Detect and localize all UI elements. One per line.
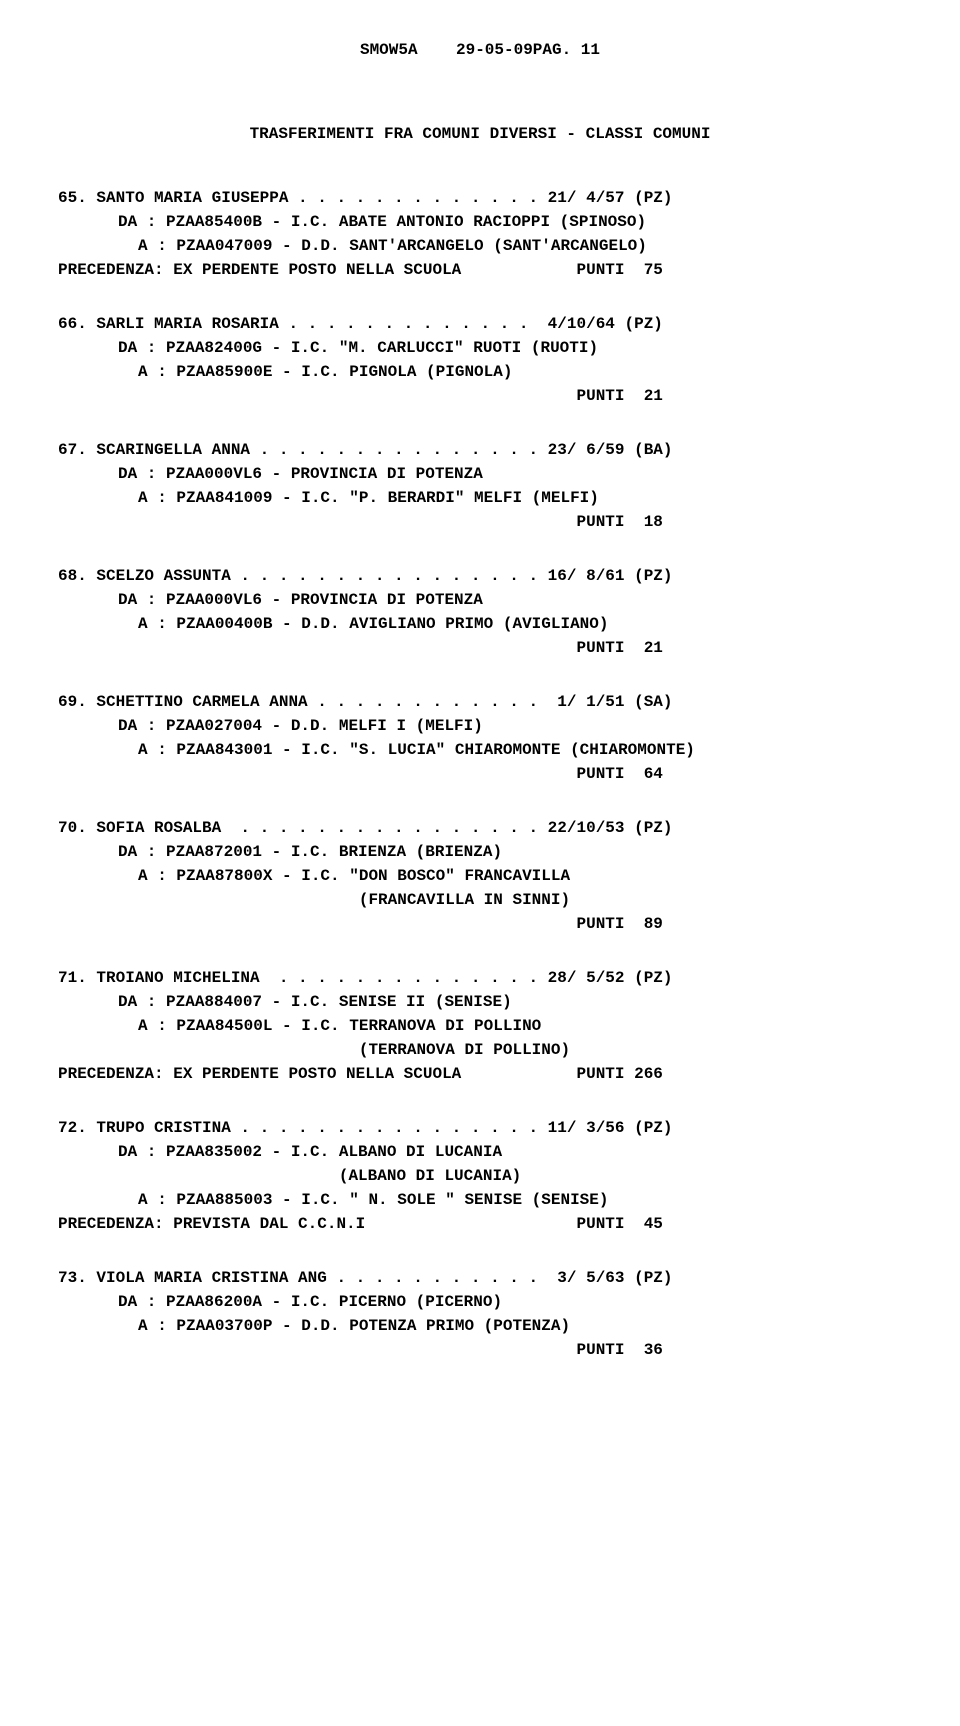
- entry-note-line: PUNTI 21: [58, 384, 902, 408]
- header-date-page: 29-05-09PAG. 11: [456, 41, 600, 59]
- entry-note-line: PUNTI 64: [58, 762, 902, 786]
- transfer-entry: 73. VIOLA MARIA CRISTINA ANG . . . . . .…: [58, 1266, 902, 1362]
- transfer-entry: 72. TRUPO CRISTINA . . . . . . . . . . .…: [58, 1116, 902, 1236]
- entry-note-line: PRECEDENZA: EX PERDENTE POSTO NELLA SCUO…: [58, 1062, 902, 1086]
- entry-a-line: A : PZAA00400B - D.D. AVIGLIANO PRIMO (A…: [58, 612, 902, 636]
- entry-header-line: 70. SOFIA ROSALBA . . . . . . . . . . . …: [58, 816, 902, 840]
- transfer-entry: 71. TROIANO MICHELINA . . . . . . . . . …: [58, 966, 902, 1086]
- entry-da-line: DA : PZAA85400B - I.C. ABATE ANTONIO RAC…: [58, 210, 902, 234]
- entry-header-line: 65. SANTO MARIA GIUSEPPA . . . . . . . .…: [58, 186, 902, 210]
- entry-extra-line: (FRANCAVILLA IN SINNI): [58, 888, 902, 912]
- transfer-entry: 70. SOFIA ROSALBA . . . . . . . . . . . …: [58, 816, 902, 936]
- entry-a-line: A : PZAA85900E - I.C. PIGNOLA (PIGNOLA): [58, 360, 902, 384]
- entry-note-line: PUNTI 36: [58, 1338, 902, 1362]
- entry-header-line: 71. TROIANO MICHELINA . . . . . . . . . …: [58, 966, 902, 990]
- transfer-entry: 68. SCELZO ASSUNTA . . . . . . . . . . .…: [58, 564, 902, 660]
- entry-note-line: PUNTI 21: [58, 636, 902, 660]
- header-code: SMOW5A: [360, 41, 418, 59]
- entry-header-line: 68. SCELZO ASSUNTA . . . . . . . . . . .…: [58, 564, 902, 588]
- header-title: TRASFERIMENTI FRA COMUNI DIVERSI - CLASS…: [58, 122, 902, 146]
- entry-header-line: 73. VIOLA MARIA CRISTINA ANG . . . . . .…: [58, 1266, 902, 1290]
- entry-note-line: PUNTI 89: [58, 912, 902, 936]
- entry-a-line: A : PZAA047009 - D.D. SANT'ARCANGELO (SA…: [58, 234, 902, 258]
- entry-da-line: DA : PZAA82400G - I.C. "M. CARLUCCI" RUO…: [58, 336, 902, 360]
- transfer-entry: 66. SARLI MARIA ROSARIA . . . . . . . . …: [58, 312, 902, 408]
- entry-a-line: A : PZAA84500L - I.C. TERRANOVA DI POLLI…: [58, 1014, 902, 1038]
- entry-da-line: DA : PZAA872001 - I.C. BRIENZA (BRIENZA): [58, 840, 902, 864]
- transfer-entry: 69. SCHETTINO CARMELA ANNA . . . . . . .…: [58, 690, 902, 786]
- entry-header-line: 69. SCHETTINO CARMELA ANNA . . . . . . .…: [58, 690, 902, 714]
- header-top: SMOW5A 29-05-09PAG. 11: [58, 38, 902, 62]
- entry-a-line: A : PZAA841009 - I.C. "P. BERARDI" MELFI…: [58, 486, 902, 510]
- entry-da-line: DA : PZAA000VL6 - PROVINCIA DI POTENZA: [58, 462, 902, 486]
- entry-header-line: 67. SCARINGELLA ANNA . . . . . . . . . .…: [58, 438, 902, 462]
- entry-a-line: A : PZAA843001 - I.C. "S. LUCIA" CHIAROM…: [58, 738, 902, 762]
- entry-note-line: PRECEDENZA: EX PERDENTE POSTO NELLA SCUO…: [58, 258, 902, 282]
- entry-da-line: DA : PZAA86200A - I.C. PICERNO (PICERNO): [58, 1290, 902, 1314]
- entry-note-line: PRECEDENZA: PREVISTA DAL C.C.N.I PUNTI 4…: [58, 1212, 902, 1236]
- entry-da-line: DA : PZAA884007 - I.C. SENISE II (SENISE…: [58, 990, 902, 1014]
- entry-a-line: A : PZAA03700P - D.D. POTENZA PRIMO (POT…: [58, 1314, 902, 1338]
- entries-container: 65. SANTO MARIA GIUSEPPA . . . . . . . .…: [58, 186, 902, 1362]
- entry-header-line: 72. TRUPO CRISTINA . . . . . . . . . . .…: [58, 1116, 902, 1140]
- transfer-entry: 65. SANTO MARIA GIUSEPPA . . . . . . . .…: [58, 186, 902, 282]
- entry-extra-line: (TERRANOVA DI POLLINO): [58, 1038, 902, 1062]
- entry-a-line: A : PZAA885003 - I.C. " N. SOLE " SENISE…: [58, 1188, 902, 1212]
- entry-header-line: 66. SARLI MARIA ROSARIA . . . . . . . . …: [58, 312, 902, 336]
- entry-da-line: DA : PZAA835002 - I.C. ALBANO DI LUCANIA: [58, 1140, 902, 1164]
- entry-da-line: DA : PZAA027004 - D.D. MELFI I (MELFI): [58, 714, 902, 738]
- transfer-entry: 67. SCARINGELLA ANNA . . . . . . . . . .…: [58, 438, 902, 534]
- entry-da-extra-line: (ALBANO DI LUCANIA): [58, 1164, 902, 1188]
- entry-note-line: PUNTI 18: [58, 510, 902, 534]
- entry-da-line: DA : PZAA000VL6 - PROVINCIA DI POTENZA: [58, 588, 902, 612]
- entry-a-line: A : PZAA87800X - I.C. "DON BOSCO" FRANCA…: [58, 864, 902, 888]
